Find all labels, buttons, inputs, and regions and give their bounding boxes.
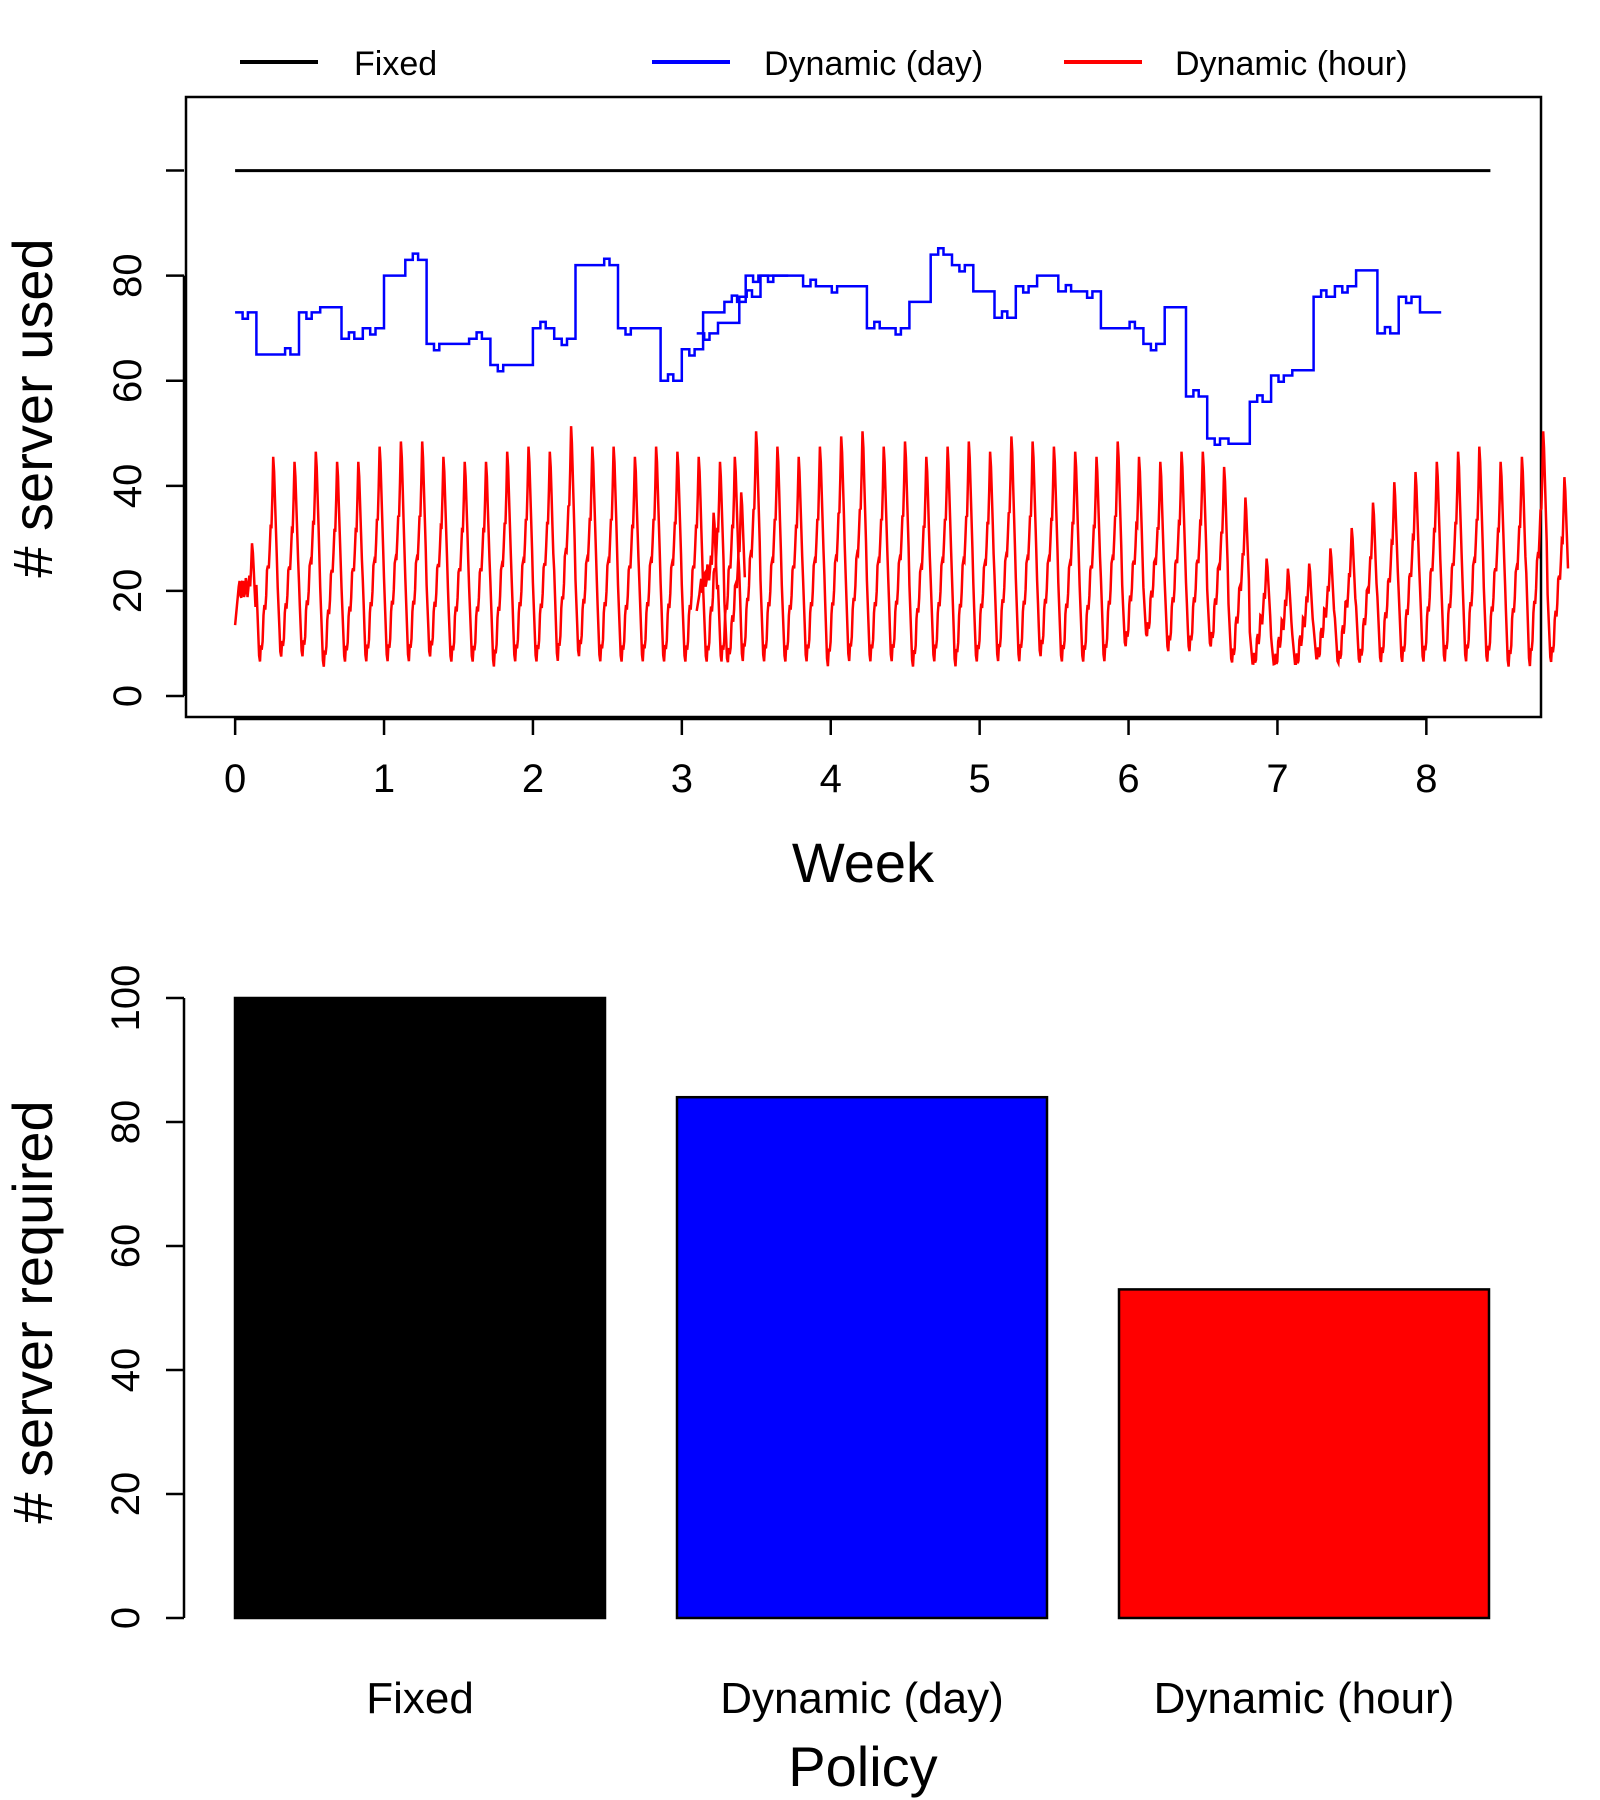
top-y-tick-label: 80 [106, 253, 150, 298]
series-line-dynamic-hour [695, 431, 1570, 668]
bar-layer [233, 996, 1491, 1620]
top-x-tick-label: 3 [671, 757, 693, 801]
top-y-tick-label: 40 [106, 464, 150, 509]
top-x-tick-label: 5 [969, 757, 991, 801]
bar-category-label: Dynamic (hour) [1154, 1674, 1455, 1723]
top-x-tick-label: 6 [1117, 757, 1139, 801]
bottom-y-tick-label: 60 [104, 1224, 148, 1269]
top-y-tick-label: 20 [106, 569, 150, 614]
top-x-tick-label: 8 [1415, 757, 1437, 801]
bottom-y-axis-label: # server required [1, 1100, 64, 1523]
legend-label: Fixed [354, 45, 437, 83]
top-plot-frame [184, 95, 1543, 719]
bar-category-labels: Fixed Dynamic (day) Dynamic (hour) [366, 1674, 1454, 1723]
bottom-y-tick-label: 20 [104, 1472, 148, 1517]
top-y-tick-label: 0 [106, 685, 150, 707]
bar-dynamic-day [675, 1095, 1049, 1620]
bar-category-label: Dynamic (day) [720, 1674, 1004, 1723]
bottom-x-axis-label: Policy [788, 1735, 937, 1798]
series-line-dynamic-day [235, 252, 789, 382]
bottom-y-tick-label: 80 [104, 1100, 148, 1145]
top-x-tick-label: 7 [1266, 757, 1288, 801]
top-y-axis: 0 20 40 60 80 [106, 169, 186, 707]
bottom-y-axis: 0 20 40 60 80 100 [104, 965, 186, 1629]
top-x-tick-label: 4 [820, 757, 842, 801]
top-panel: 0 1 2 3 4 5 6 7 8 0 20 40 60 80 Fixed Dynamic (day) Dy… [1, 45, 1570, 894]
top-x-axis-label: Week [792, 831, 935, 894]
top-x-tick-label: 1 [373, 757, 395, 801]
bottom-panel: 0 20 40 60 80 100 Fixed Dynamic (day) Dynamic (… [1, 965, 1491, 1798]
series-line-dynamic-hour [233, 426, 747, 667]
top-x-tick-label: 0 [224, 757, 246, 801]
bar-category-label: Fixed [366, 1674, 474, 1723]
top-x-tick-label: 2 [522, 757, 544, 801]
bottom-y-tick-label: 0 [104, 1607, 148, 1629]
bar-fixed [233, 996, 607, 1620]
bar-dynamic-hour [1117, 1288, 1491, 1620]
bottom-y-tick-label: 100 [104, 965, 148, 1032]
top-x-axis: 0 1 2 3 4 5 6 7 8 [224, 717, 1437, 801]
top-y-tick-label: 60 [106, 358, 150, 403]
bottom-y-tick-label: 40 [104, 1348, 148, 1393]
legend-label: Dynamic (day) [764, 45, 983, 83]
top-legend: Fixed Dynamic (day) Dynamic (hour) [240, 45, 1407, 83]
top-y-axis-label: # server used [1, 238, 64, 577]
legend-label: Dynamic (hour) [1175, 45, 1407, 83]
series-line-dynamic-day [696, 247, 1442, 447]
top-series-layer [233, 169, 1570, 668]
